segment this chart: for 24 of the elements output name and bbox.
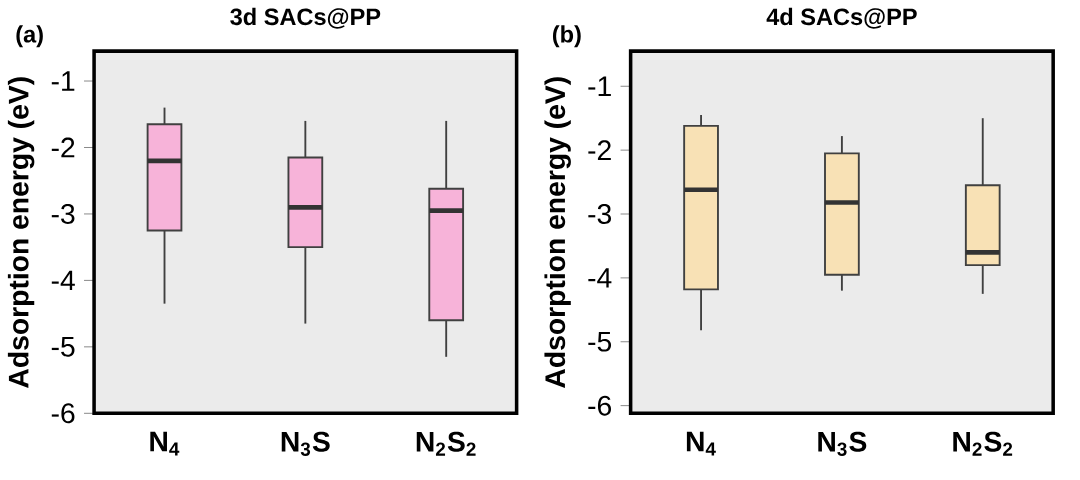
chart-title: 3d SACs@PP — [230, 7, 381, 29]
x-tick-label: N$_{4}$ — [150, 431, 180, 456]
y-tick-label: -5 — [51, 336, 75, 357]
y-tick-label: -4 — [51, 270, 75, 290]
x-tick-label: N$_{3}$S — [281, 431, 330, 456]
y-tick-label: -5 — [588, 331, 612, 352]
y-tick-label: -2 — [588, 140, 611, 160]
x-tick-label: N$_{2}$S$_{2}$ — [416, 431, 476, 456]
y-tick-label: -3 — [51, 203, 75, 224]
y-tick-label: -1 — [51, 71, 75, 91]
text: (b) — [552, 25, 581, 48]
x-tick-label: N$_{4}$ — [686, 431, 716, 456]
y-tick-label: -2 — [51, 137, 75, 158]
x-tick-label: N$_{2}$S$_{2}$ — [953, 431, 1013, 456]
y-tick-label: -1 — [588, 76, 611, 96]
y-tick-label: -6 — [588, 395, 612, 416]
text: (a) — [16, 25, 43, 48]
y-axis-title: Adsorption energy (eV) — [7, 77, 35, 388]
y-tick-label: -3 — [588, 203, 612, 224]
y-tick-label: -6 — [51, 403, 75, 424]
x-tick-label: N$_{3}$S — [818, 431, 867, 456]
chart-title: 4d SACs@PP — [766, 7, 917, 29]
y-tick-label: -4 — [588, 267, 612, 288]
y-axis-title: Adsorption energy (eV) — [544, 77, 571, 388]
